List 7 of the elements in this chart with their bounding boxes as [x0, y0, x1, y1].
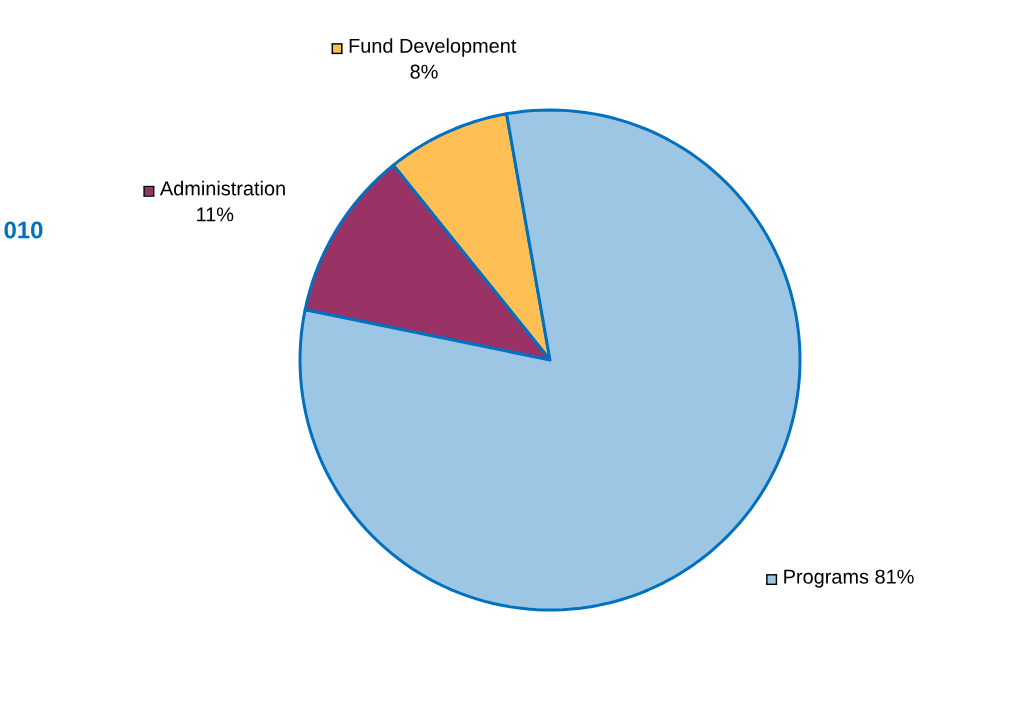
data-label: 8% [410, 64, 438, 79]
legend-label: Programs [784, 569, 869, 588]
text: 010 [4, 221, 43, 239]
legend-label: Fund Development [349, 38, 517, 57]
data-label: 81% [875, 569, 914, 584]
data-label: 11% [197, 207, 234, 222]
legend-label: Administration [159, 180, 285, 196]
